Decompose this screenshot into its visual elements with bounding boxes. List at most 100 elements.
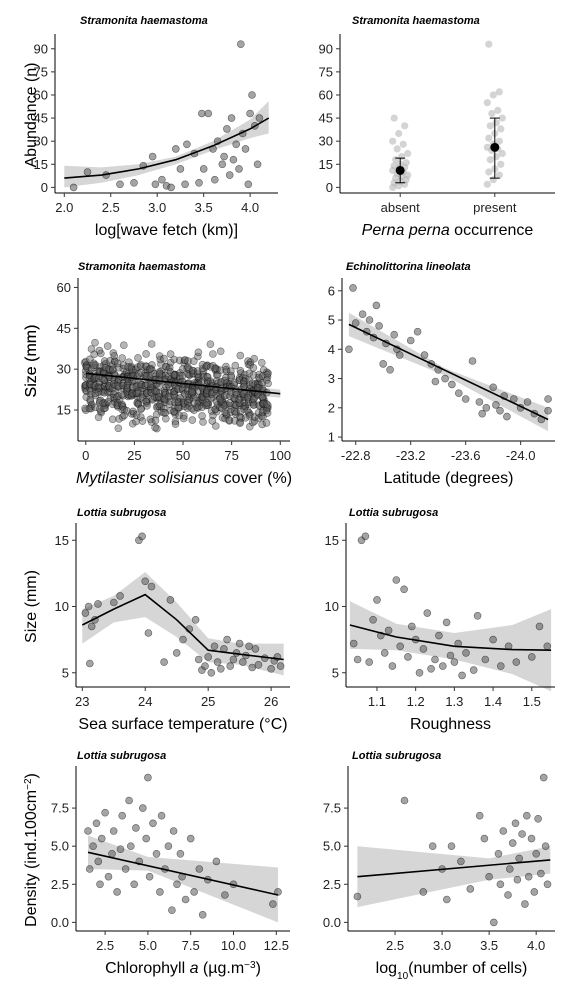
- y-tick-label: 2: [328, 400, 335, 415]
- data-point: [85, 404, 94, 413]
- data-point: [184, 357, 192, 365]
- y-tick-label: 15: [325, 533, 339, 548]
- y-axis-label: Size (mm): [23, 325, 40, 398]
- data-point: [191, 615, 200, 624]
- data-point: [92, 819, 101, 828]
- data-point: [95, 346, 104, 355]
- data-point: [198, 412, 206, 420]
- data-point: [89, 842, 97, 851]
- x-tick-label: -23.6: [451, 448, 481, 463]
- data-point: [199, 418, 207, 426]
- data-point: [83, 168, 92, 176]
- y-tick-label: 90: [34, 41, 48, 56]
- x-axis-label: Roughness: [410, 716, 491, 733]
- data-point: [250, 401, 258, 409]
- data-point: [227, 114, 236, 122]
- data-point: [168, 906, 176, 915]
- data-point: [162, 414, 170, 423]
- label-part: ): [256, 960, 261, 977]
- data-point: [446, 651, 455, 660]
- data-point: [120, 411, 128, 420]
- data-point: [245, 369, 254, 378]
- x-tick-label: 2.5: [102, 200, 120, 215]
- data-point: [104, 872, 113, 881]
- data-point: [419, 645, 428, 653]
- data-point: [518, 830, 526, 838]
- x-tick-label: 3.5: [195, 200, 213, 215]
- data-point: [483, 99, 491, 107]
- y-tick-label: 5: [328, 313, 335, 328]
- label-part: (µg.m: [198, 960, 244, 977]
- fit-line: [87, 851, 279, 896]
- data-point: [203, 373, 212, 382]
- data-point: [534, 814, 542, 823]
- data-point: [249, 371, 258, 379]
- y-tick-label: 2.5: [323, 877, 341, 892]
- x-tick-label: 10.0: [221, 938, 246, 953]
- data-point: [427, 664, 435, 673]
- y-axis-label: Size (mm): [23, 570, 40, 643]
- panel-title: Stramonita haemastoma: [80, 15, 208, 27]
- x-tick-label: 1.3: [445, 694, 463, 709]
- x-axis-label: Latitude (degrees): [384, 470, 514, 487]
- data-point: [84, 827, 92, 835]
- data-point: [404, 653, 412, 661]
- panel-b: 0 15 30 45 60 75 90 absent present Stramonita hae…: [319, 15, 555, 239]
- data-point: [511, 819, 520, 828]
- panel-title: Echinolittorina lineolata: [346, 261, 471, 273]
- data-point: [489, 383, 498, 392]
- data-point: [176, 849, 185, 858]
- data-point: [244, 180, 253, 189]
- label-part: Chlorophyll: [105, 960, 189, 977]
- data-point: [160, 404, 168, 413]
- y-axis-label: Abundance (n): [23, 63, 40, 168]
- data-point: [535, 622, 544, 631]
- panel-title: Stramonita haemastoma: [352, 15, 480, 27]
- data-point: [361, 532, 370, 541]
- x-tick-label: 50: [176, 448, 190, 463]
- data-point: [435, 631, 443, 640]
- data-point: [489, 918, 498, 927]
- y-tick-label: 3: [328, 371, 335, 386]
- data-point: [496, 880, 505, 889]
- group-mean: [490, 142, 500, 152]
- data-point: [369, 615, 377, 624]
- data-point: [388, 662, 397, 670]
- data-point: [227, 367, 235, 376]
- label-part: −3: [244, 960, 256, 971]
- data-point: [138, 417, 147, 425]
- data-point: [380, 649, 389, 657]
- label-part: 10: [397, 971, 409, 982]
- x-tick-label: 2.5: [386, 938, 404, 953]
- data-point: [415, 668, 424, 677]
- data-point: [274, 888, 282, 896]
- data-point: [160, 354, 168, 363]
- data-point: [84, 602, 93, 611]
- label-part: Latitude (degrees): [384, 470, 514, 487]
- data-point: [496, 406, 504, 415]
- x-tick-label: 7.5: [182, 938, 200, 953]
- data-point: [483, 143, 491, 151]
- y-tick-label: 60: [319, 87, 333, 102]
- y-tick-label: 45: [319, 111, 333, 126]
- data-point: [541, 842, 550, 851]
- data-point: [194, 348, 203, 357]
- data-point: [101, 808, 109, 817]
- data-point: [454, 389, 463, 398]
- data-point: [495, 88, 503, 96]
- panel-e: 5 10 15 23 24 25 26 Lottia subrugosa Sea surface…: [23, 507, 290, 733]
- data-point: [237, 40, 245, 49]
- data-point: [389, 137, 397, 145]
- data-point: [406, 336, 415, 345]
- data-point: [144, 629, 153, 637]
- data-point: [110, 598, 118, 607]
- data-point: [253, 160, 262, 169]
- data-point: [149, 819, 157, 828]
- y-tick-label: 2.5: [51, 877, 69, 892]
- data-point: [489, 176, 497, 184]
- x-tick-label: -23.2: [396, 448, 426, 463]
- data-point: [222, 409, 231, 418]
- confidence-band: [82, 572, 284, 676]
- data-point: [209, 350, 217, 358]
- y-tick-label: 15: [319, 157, 333, 172]
